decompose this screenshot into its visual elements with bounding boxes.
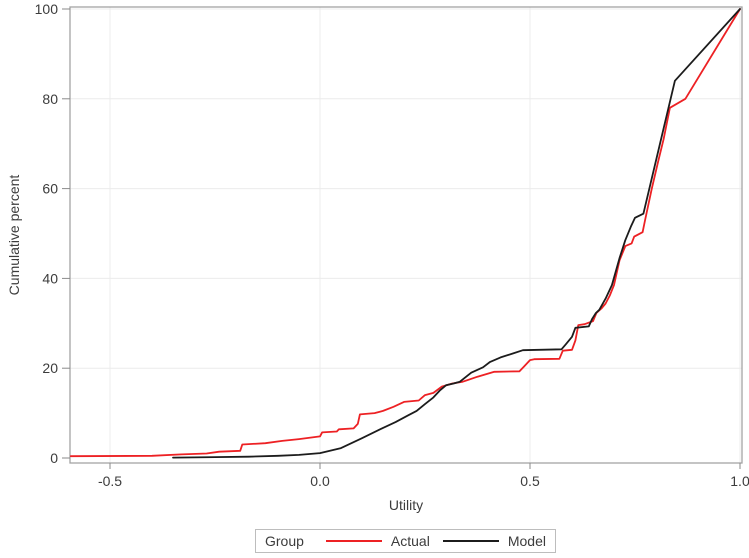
y-tick-label: 60 xyxy=(42,181,58,197)
x-tick-label: -0.5 xyxy=(98,473,122,489)
series-line-model xyxy=(172,8,741,459)
y-tick-label: 0 xyxy=(50,450,58,466)
x-tick-label: 0.5 xyxy=(520,473,540,489)
y-tick-label: 80 xyxy=(42,91,58,107)
legend-line-model-swatch xyxy=(442,540,499,542)
y-tick-label: 100 xyxy=(35,1,59,17)
x-tick-label: 0.0 xyxy=(310,473,330,489)
series-line-actual xyxy=(69,8,741,458)
legend-item-model: Model xyxy=(442,533,546,549)
legend-item-actual: Actual xyxy=(325,533,430,549)
legend-title: Group xyxy=(265,533,304,549)
x-tick-label: 1.0 xyxy=(730,473,749,489)
x-axis-title: Utility xyxy=(388,497,424,513)
y-tick-label: 20 xyxy=(42,360,58,376)
legend: Group Actual Model xyxy=(255,529,556,553)
legend-label-model: Model xyxy=(507,533,546,549)
legend-line-actual-swatch xyxy=(325,540,382,542)
y-tick-label: 40 xyxy=(42,270,58,286)
y-axis-title: Cumulative percent xyxy=(6,174,22,296)
plot-frame xyxy=(69,6,743,464)
legend-label-actual: Actual xyxy=(390,533,430,549)
